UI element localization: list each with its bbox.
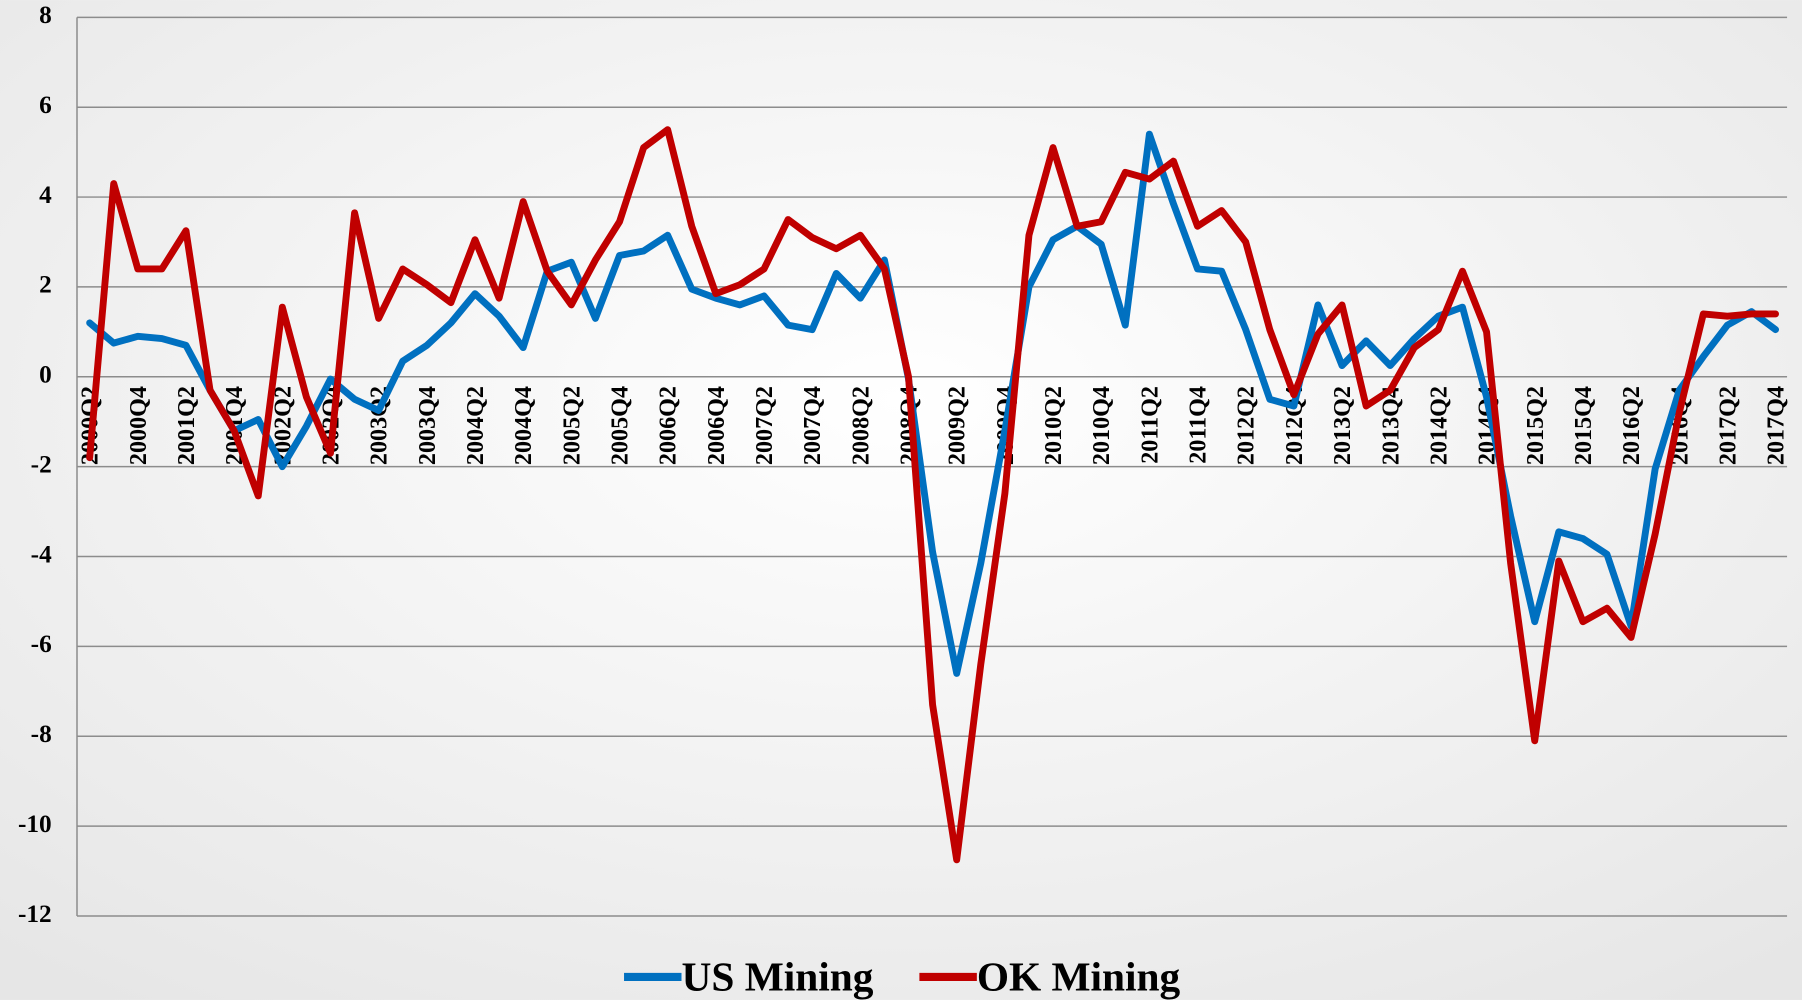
x-tick-label: 2006Q2: [655, 386, 682, 465]
x-tick-label: 2008Q2: [847, 386, 874, 465]
y-tick-label: -2: [31, 450, 52, 478]
y-tick-label: 4: [39, 181, 52, 209]
x-tick-label: 2010Q2: [1040, 386, 1067, 465]
x-tick-label: 2017Q2: [1714, 386, 1741, 465]
y-tick-label: 6: [39, 91, 52, 119]
x-tick-label: 2004Q2: [462, 386, 489, 465]
x-tick-label: 2015Q4: [1570, 386, 1597, 465]
x-tick-label: 2005Q2: [558, 386, 585, 465]
x-tick-label: 2005Q4: [607, 386, 634, 465]
x-tick-label: 2011Q4: [1185, 386, 1212, 464]
x-tick-label: 2007Q2: [751, 386, 778, 465]
x-tick-label: 2015Q2: [1522, 386, 1549, 465]
x-tick-label: 2009Q2: [944, 386, 971, 465]
y-tick-label: -12: [18, 900, 52, 928]
x-tick-label: 2010Q4: [1088, 386, 1115, 465]
y-tick-label: -4: [31, 540, 52, 568]
legend-label: US Mining: [681, 954, 873, 1000]
series-line: [86, 126, 1780, 864]
x-tick-label: 2007Q4: [799, 386, 826, 465]
x-tick-label: 2000Q4: [125, 386, 152, 465]
y-tick-label: 0: [39, 361, 52, 389]
y-tick-label: 2: [39, 271, 52, 299]
x-tick-label: 2011Q2: [1136, 386, 1163, 464]
x-tick-label: 2013Q2: [1329, 386, 1356, 465]
x-tick-label: 2016Q2: [1618, 386, 1645, 465]
legend-label: OK Mining: [977, 954, 1181, 1000]
y-tick-label: 8: [39, 1, 52, 29]
x-tick-label: 2017Q4: [1763, 386, 1790, 465]
x-tick-label: 2012Q2: [1233, 386, 1260, 465]
x-tick-label: 2003Q4: [414, 386, 441, 465]
y-tick-label: -6: [31, 630, 52, 658]
x-tick-label: 2001Q2: [173, 386, 200, 465]
y-tick-label: -8: [31, 720, 52, 748]
x-tick-label: 2004Q4: [510, 386, 537, 465]
x-tick-label: 2003Q2: [366, 386, 393, 465]
y-tick-label: -10: [18, 810, 52, 838]
x-tick-label: 2014Q2: [1425, 386, 1452, 465]
x-tick-label: 2006Q4: [703, 386, 730, 465]
